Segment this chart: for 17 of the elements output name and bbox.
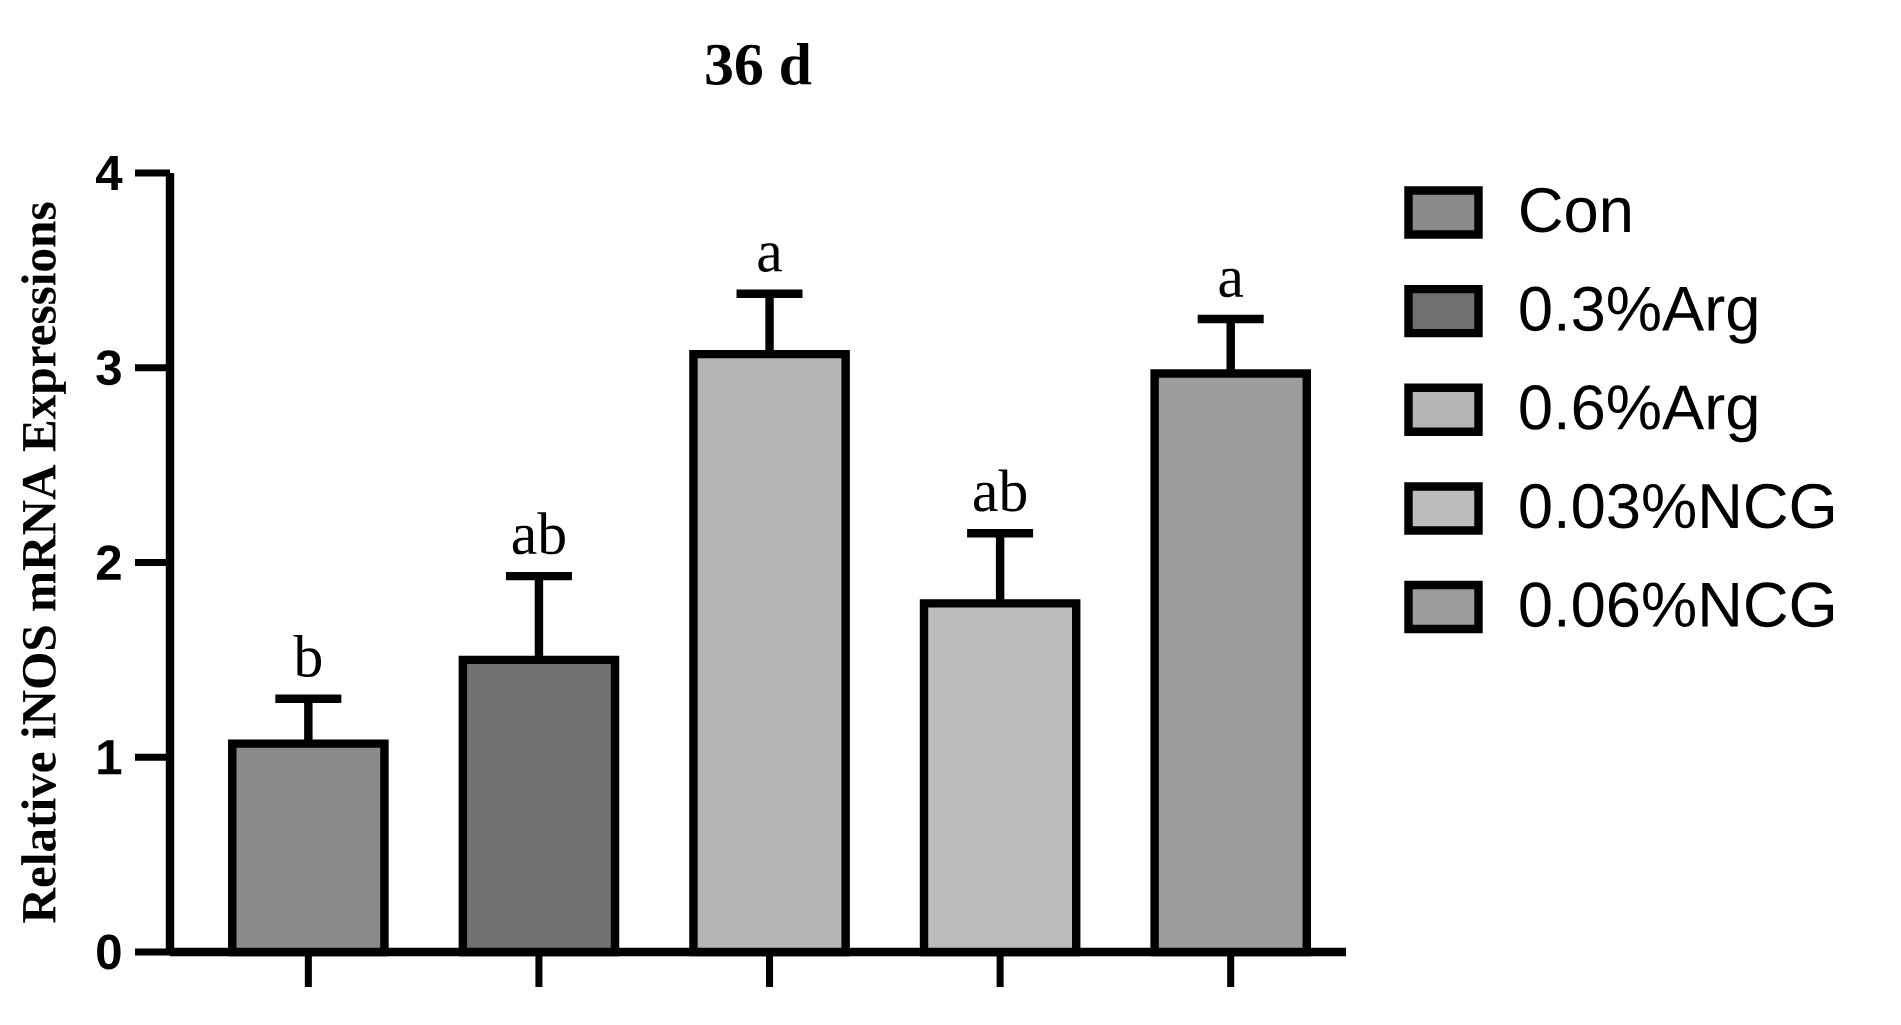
legend-label: 0.03%NCG (1520, 483, 1834, 529)
y-tick-label: 3 (96, 350, 121, 386)
data-label: ab (974, 469, 1027, 512)
y-tick-label: 2 (96, 545, 121, 580)
legend-label: 0.6%Arg (1520, 385, 1757, 443)
y-tick-label: 4 (95, 156, 123, 190)
y-tick-label: 0 (97, 934, 121, 970)
legend-label: 0.06%NCG (1520, 582, 1834, 628)
data-label: b (293, 634, 322, 678)
legend-label: 0.3%Arg (1520, 286, 1757, 344)
legend-label: Con (1521, 187, 1630, 233)
data-label: a (1219, 268, 1244, 298)
data-label: a (758, 243, 782, 272)
y-axis-title: Relative iNOS mRNA Expressions (21, 202, 66, 923)
chart-title: 36 d (706, 42, 812, 85)
y-tick-label: 1 (98, 740, 122, 775)
data-label: ab (512, 512, 565, 555)
